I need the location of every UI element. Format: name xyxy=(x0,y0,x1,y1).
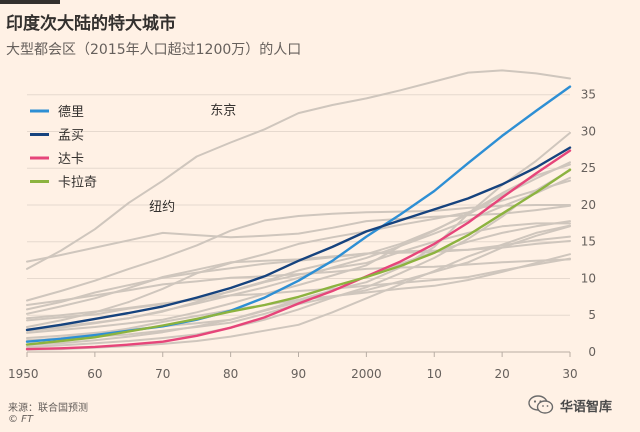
annotation-label: 东京 xyxy=(210,104,236,119)
background-city-line xyxy=(26,163,571,334)
wechat-icon xyxy=(528,395,554,414)
y-tick-label: 0 xyxy=(588,345,596,359)
x-tick-label: 10 xyxy=(427,367,442,381)
background-city-line xyxy=(26,253,571,342)
x-tick-label: 20 xyxy=(494,367,509,381)
title-accent-bar xyxy=(0,0,60,4)
highlighted-city-lines xyxy=(25,85,572,351)
legend-label: 孟买 xyxy=(58,129,84,144)
legend-label: 卡拉奇 xyxy=(58,175,97,191)
x-tick-label: 60 xyxy=(87,367,102,381)
y-tick-label: 35 xyxy=(581,88,596,102)
y-tick-label: 10 xyxy=(581,271,596,285)
watermark: 华语智库 xyxy=(528,395,612,415)
x-tick-label: 2000 xyxy=(351,367,382,381)
ft-credit: © FT xyxy=(8,414,34,425)
y-tick-label: 20 xyxy=(581,198,596,212)
background-city-line xyxy=(26,224,571,351)
background-city-lines xyxy=(26,69,571,351)
background-city-line xyxy=(26,169,571,348)
y-axis-ticks: 0 5 10 15 20 25 30 35 xyxy=(581,88,596,359)
x-tick-label: 80 xyxy=(223,367,238,381)
y-tick-label: 25 xyxy=(581,161,596,175)
source-note: 来源：联合国预测 xyxy=(8,403,88,414)
x-tick-label: 90 xyxy=(291,367,306,381)
series-line-卡拉奇 xyxy=(25,168,572,346)
x-tick-label: 1950 xyxy=(8,367,39,381)
background-city-line xyxy=(26,222,571,322)
series-line-达卡 xyxy=(25,149,572,351)
y-tick-label: 30 xyxy=(581,124,596,138)
line-chart: 0 5 10 15 20 25 30 35 1950 60 70 80 90 2000 10 20 30 德里… xyxy=(8,69,596,381)
chart-title: 印度次大陆的特大城市 xyxy=(6,14,176,34)
y-tick-label: 15 xyxy=(581,235,596,249)
y-tick-label: 5 xyxy=(588,308,596,322)
x-axis-ticks: 1950 60 70 80 90 2000 10 20 30 xyxy=(8,352,578,381)
background-city-line xyxy=(26,257,571,320)
background-city-line xyxy=(26,258,571,306)
series-line-孟买 xyxy=(25,146,572,332)
x-tick-label: 70 xyxy=(155,367,170,381)
x-tick-label: 30 xyxy=(562,367,577,381)
watermark-label: 华语智库 xyxy=(560,399,613,415)
annotation-label: 纽约 xyxy=(149,200,175,215)
legend-label: 达卡 xyxy=(58,152,84,167)
legend-label: 德里 xyxy=(58,105,84,120)
background-city-line xyxy=(26,69,571,270)
chart-subtitle: 大型都会区（2015年人口超过1200万）的人口 xyxy=(6,42,302,58)
